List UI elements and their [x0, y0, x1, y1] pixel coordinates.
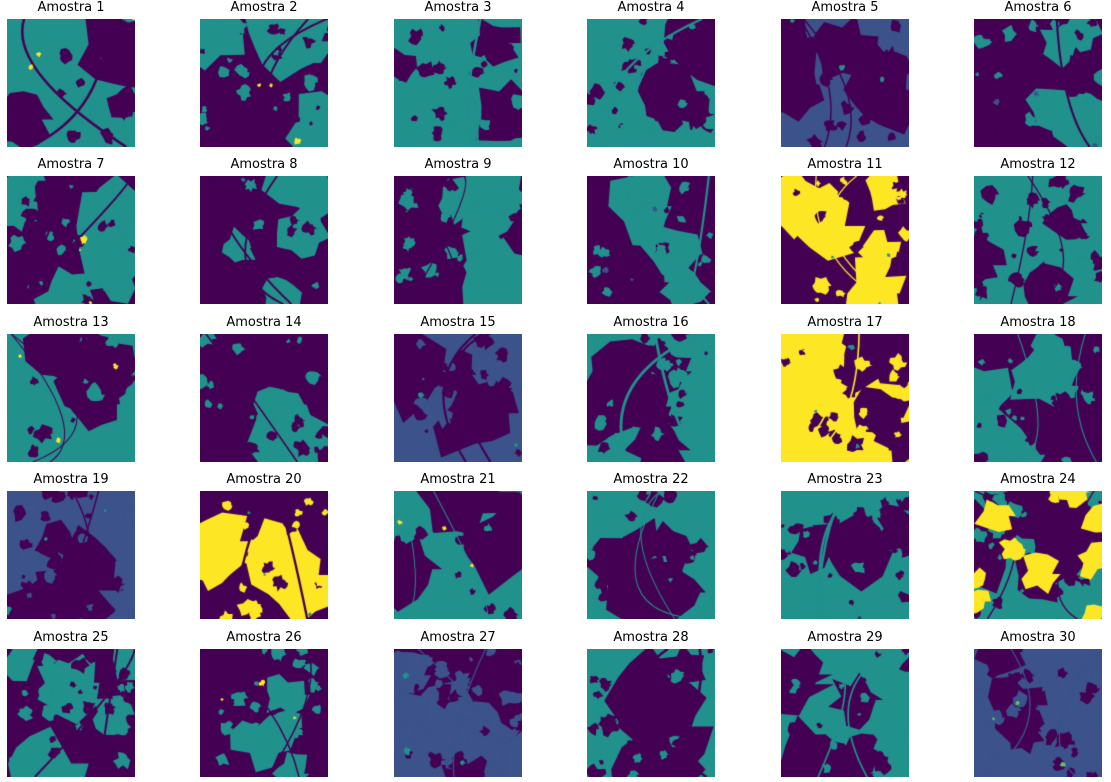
panel-title: Amostra 9 [424, 157, 492, 172]
segmentation-map-image [587, 491, 715, 619]
panel-title: Amostra 14 [226, 315, 302, 330]
segmentation-map-image [200, 334, 328, 462]
segmentation-map-image [200, 19, 328, 147]
segmentation-map-image [394, 491, 522, 619]
panel-title: Amostra 17 [807, 315, 883, 330]
segmentation-map-image [974, 176, 1102, 304]
panel-title: Amostra 15 [420, 315, 496, 330]
panel-title: Amostra 16 [613, 315, 689, 330]
panel-title: Amostra 20 [226, 472, 302, 487]
segmentation-map-image [974, 491, 1102, 619]
panel-title: Amostra 27 [420, 630, 496, 645]
segmentation-map-image [587, 19, 715, 147]
panel-title: Amostra 12 [1000, 157, 1076, 172]
panel-title: Amostra 5 [811, 0, 879, 15]
segmentation-map-image [7, 491, 135, 619]
segmentation-map-image [394, 176, 522, 304]
panel-title: Amostra 11 [807, 157, 883, 172]
segmentation-map-image [7, 649, 135, 777]
segmentation-map-image [974, 649, 1102, 777]
panel-title: Amostra 4 [617, 0, 685, 15]
panel-title: Amostra 24 [1000, 472, 1076, 487]
panel-title: Amostra 6 [1004, 0, 1072, 15]
panel-title: Amostra 28 [613, 630, 689, 645]
panel-title: Amostra 13 [33, 315, 109, 330]
segmentation-map-image [974, 19, 1102, 147]
segmentation-map-image [394, 649, 522, 777]
panel-title: Amostra 19 [33, 472, 109, 487]
panel-title: Amostra 2 [230, 0, 298, 15]
panel-title: Amostra 29 [807, 630, 883, 645]
segmentation-map-image [7, 19, 135, 147]
panel-title: Amostra 21 [420, 472, 496, 487]
segmentation-map-image [781, 176, 909, 304]
segmentation-map-image [781, 19, 909, 147]
panel-title: Amostra 22 [613, 472, 689, 487]
panel-title: Amostra 25 [33, 630, 109, 645]
segmentation-map-image [587, 176, 715, 304]
panel-title: Amostra 1 [37, 0, 105, 15]
segmentation-map-image [7, 334, 135, 462]
segmentation-map-image [587, 334, 715, 462]
segmentation-map-image [200, 176, 328, 304]
segmentation-map-image [781, 649, 909, 777]
panel-title: Amostra 30 [1000, 630, 1076, 645]
panel-title: Amostra 18 [1000, 315, 1076, 330]
segmentation-map-image [200, 649, 328, 777]
panel-title: Amostra 10 [613, 157, 689, 172]
panel-title: Amostra 23 [807, 472, 883, 487]
segmentation-map-image [200, 491, 328, 619]
panel-title: Amostra 26 [226, 630, 302, 645]
segmentation-map-image [781, 491, 909, 619]
segmentation-map-image [781, 334, 909, 462]
panel-title: Amostra 3 [424, 0, 492, 15]
segmentation-map-image [974, 334, 1102, 462]
panel-title: Amostra 7 [37, 157, 105, 172]
segmentation-map-image [394, 19, 522, 147]
segmentation-map-image [587, 649, 715, 777]
segmentation-map-image [394, 334, 522, 462]
segmentation-map-image [7, 176, 135, 304]
panel-title: Amostra 8 [230, 157, 298, 172]
